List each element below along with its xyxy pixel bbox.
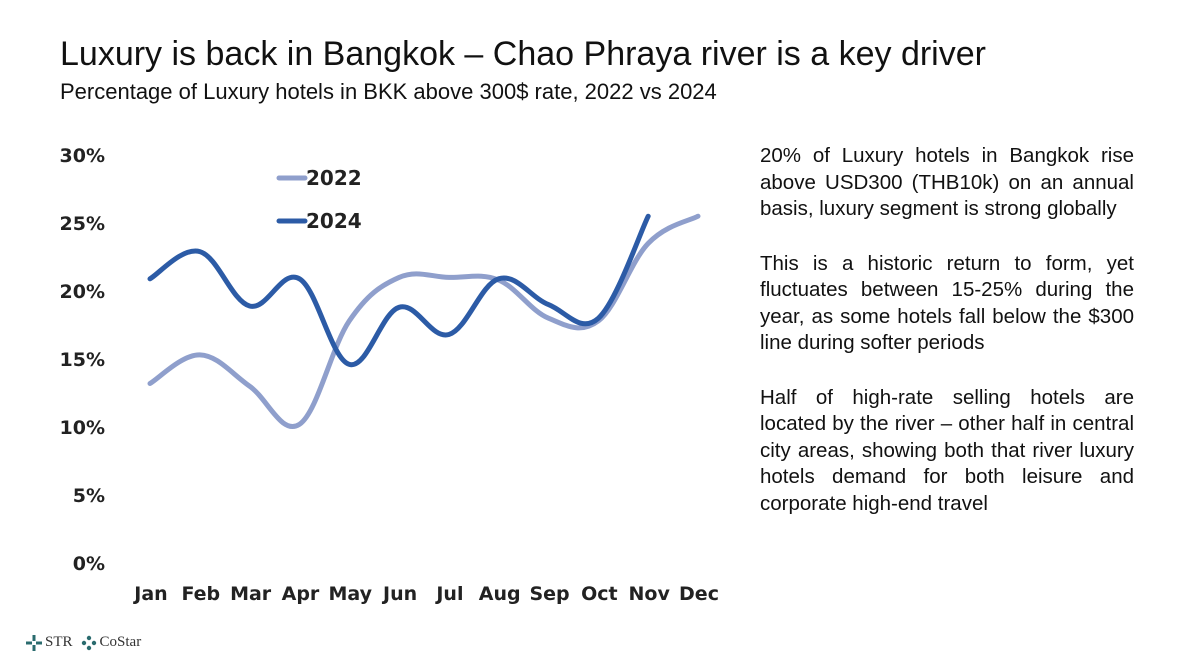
x-tick-label: Apr bbox=[282, 583, 320, 605]
x-tick-label: Jul bbox=[434, 583, 463, 605]
y-tick-label: 25% bbox=[60, 213, 105, 235]
costar-logo-text: CoStar bbox=[99, 634, 142, 650]
y-tick-label: 30% bbox=[60, 145, 105, 167]
series-line-2024 bbox=[147, 213, 651, 367]
y-tick-label: 0% bbox=[73, 553, 105, 575]
legend-label: 2024 bbox=[306, 209, 362, 233]
x-tick-label: May bbox=[329, 583, 373, 605]
note-paragraph: Half of high-rate selling hotels are loc… bbox=[760, 385, 1134, 515]
x-tick-label: Dec bbox=[679, 583, 719, 605]
str-logo-text: STR bbox=[45, 634, 73, 650]
y-tick-label: 5% bbox=[73, 485, 105, 507]
y-tick-label: 20% bbox=[60, 281, 105, 303]
legend: 2022 2024 bbox=[276, 166, 362, 233]
commentary-panel: 20% of Luxury hotels in Bangkok rise abo… bbox=[760, 143, 1134, 545]
series-lines bbox=[147, 213, 701, 429]
y-axis-ticks: 0% 5% 10% 15% 20% 25% 30% bbox=[60, 145, 105, 575]
x-tick-label: Jan bbox=[132, 583, 167, 605]
str-logo-icon bbox=[26, 634, 42, 651]
y-tick-label: 15% bbox=[60, 349, 105, 371]
x-tick-label: Aug bbox=[479, 583, 521, 605]
footer-logos: STR CoStar bbox=[26, 634, 141, 651]
x-tick-label: Nov bbox=[629, 583, 671, 605]
x-tick-label: Mar bbox=[230, 583, 272, 605]
x-tick-label: Oct bbox=[581, 583, 618, 605]
str-logo: STR bbox=[26, 634, 73, 651]
line-chart: 0% 5% 10% 15% 20% 25% 30% Jan Feb Mar Apr May Jun Ju… bbox=[60, 145, 719, 605]
page-subtitle: Percentage of Luxury hotels in BKK above… bbox=[60, 79, 717, 104]
note-paragraph: 20% of Luxury hotels in Bangkok rise abo… bbox=[760, 144, 1134, 220]
legend-label: 2022 bbox=[306, 166, 362, 190]
x-tick-label: Feb bbox=[181, 583, 220, 605]
x-tick-label: Jun bbox=[381, 583, 417, 605]
costar-logo: CoStar bbox=[81, 634, 142, 651]
x-axis-ticks: Jan Feb Mar Apr May Jun Jul Aug Sep Oct Nov Dec bbox=[132, 583, 719, 605]
page-title: Luxury is back in Bangkok – Chao Phraya … bbox=[60, 35, 986, 73]
note-paragraph: This is a historic return to form, yet f… bbox=[760, 251, 1134, 355]
costar-logo-icon bbox=[81, 635, 96, 650]
x-tick-label: Sep bbox=[529, 583, 569, 605]
y-tick-label: 10% bbox=[60, 417, 105, 439]
